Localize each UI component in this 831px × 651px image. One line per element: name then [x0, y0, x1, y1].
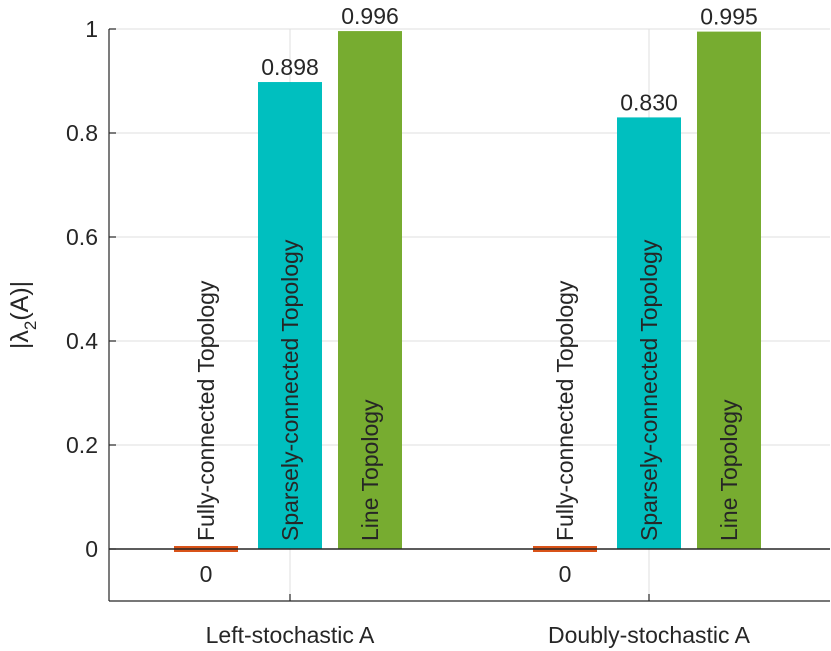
- y-tick-label: 1: [85, 16, 98, 42]
- y-axis-label: |λ2(A)|: [6, 281, 40, 349]
- bar: [338, 31, 402, 549]
- y-tick-label: 0.6: [66, 224, 98, 250]
- x-tick-label: Doubly-stochastic A: [548, 622, 751, 648]
- bar-value-label: 0.996: [341, 3, 399, 29]
- bar-value-label: 0: [559, 561, 572, 587]
- series-label: Fully-connected Topology: [193, 280, 219, 541]
- bar: [617, 117, 681, 550]
- series-label: Sparsely-connected Topology: [277, 239, 303, 541]
- series-label: Line Topology: [716, 399, 742, 541]
- y-tick-label: 0: [85, 536, 98, 562]
- labels: 0 0.2 0.4 0.6 0.8 1 0 Fully-connected Topology 0…: [66, 3, 758, 648]
- y-tick-label: 0.2: [66, 432, 98, 458]
- axes: [108, 28, 830, 602]
- y-tick-label: 0.8: [66, 120, 98, 146]
- bar-value-label: 0: [200, 561, 213, 587]
- bar: [258, 82, 322, 549]
- series-label: Fully-connected Topology: [552, 280, 578, 541]
- y-tick-label: 0.4: [66, 328, 98, 354]
- bars: [174, 31, 761, 552]
- series-label: Line Topology: [357, 399, 383, 541]
- bar: [697, 31, 761, 550]
- series-label: Sparsely-connected Topology: [636, 239, 662, 541]
- bar-value-label: 0.995: [700, 4, 758, 30]
- x-tick-label: Left-stochastic A: [206, 622, 375, 648]
- bar-value-label: 0.898: [261, 54, 319, 80]
- bar-value-label: 0.830: [620, 89, 678, 115]
